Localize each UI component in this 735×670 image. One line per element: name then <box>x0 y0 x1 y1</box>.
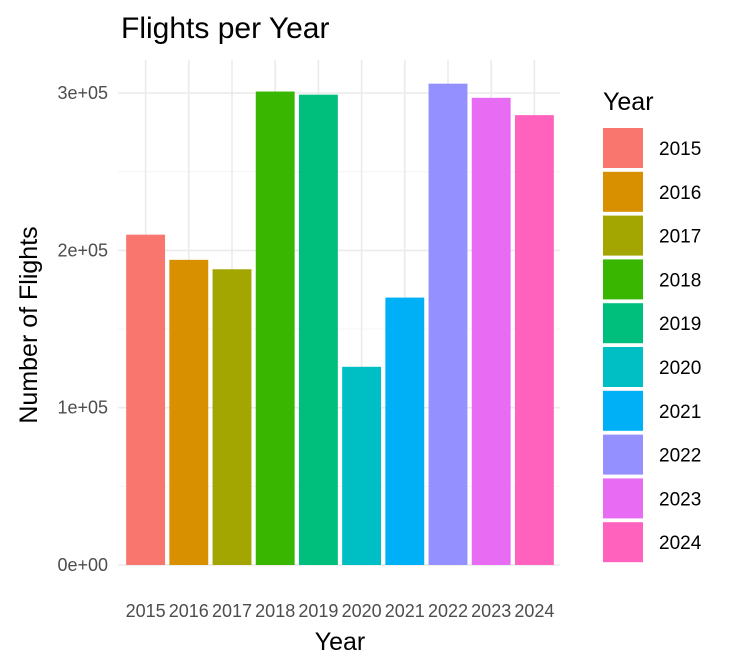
bars <box>126 83 554 566</box>
x-tick-label: 2018 <box>255 601 295 621</box>
y-tick-label: 2e+05 <box>57 240 108 260</box>
legend-label-2016: 2016 <box>659 183 701 204</box>
legend-swatch-2022 <box>603 434 643 475</box>
chart-title: Flights per Year <box>121 12 329 45</box>
bar-2015 <box>126 234 166 566</box>
legend-label-2019: 2019 <box>659 314 701 335</box>
x-tick-label: 2016 <box>169 601 209 621</box>
legend-swatch-2020 <box>603 347 643 387</box>
x-axis-title: Year <box>315 628 366 656</box>
bar-2024 <box>514 115 554 565</box>
bar-2022 <box>428 83 468 566</box>
bar-2019 <box>298 94 338 565</box>
bar-2021 <box>385 297 425 565</box>
legend-swatch-2018 <box>603 259 643 300</box>
x-tick-label: 2019 <box>298 601 338 621</box>
legend-label-2020: 2020 <box>659 358 701 379</box>
legend-swatch-2019 <box>603 303 643 344</box>
bar-2016 <box>169 259 209 565</box>
legend-label-2015: 2015 <box>659 139 701 160</box>
x-tick-label: 2023 <box>471 601 511 621</box>
x-axis-ticks: 2015 2016 2017 2018 2019 2020 2021 2022 2023 2024 <box>126 601 555 621</box>
legend-swatch-2021 <box>603 390 643 431</box>
x-tick-label: 2015 <box>126 601 166 621</box>
legend-label-2024: 2024 <box>659 533 702 554</box>
legend-swatch-2016 <box>603 171 643 212</box>
y-tick-label: 1e+05 <box>57 398 108 418</box>
bar-2023 <box>471 97 511 565</box>
legend-swatch-2024 <box>603 522 643 563</box>
legend: Year 2015 2016 2017 2018 2019 2020 2021 2022 202… <box>603 88 702 563</box>
x-tick-label: 2022 <box>428 601 468 621</box>
legend-swatch-2017 <box>603 215 643 256</box>
bar-2017 <box>212 269 252 565</box>
legend-label-2017: 2017 <box>659 227 701 248</box>
legend-label-2022: 2022 <box>659 446 701 467</box>
y-axis-title: Number of Flights <box>15 226 43 423</box>
x-tick-label: 2024 <box>514 601 554 621</box>
x-tick-label: 2021 <box>385 601 425 621</box>
bar-2018 <box>255 91 295 565</box>
legend-swatch-2015 <box>603 128 643 168</box>
legend-swatch-2023 <box>603 478 643 519</box>
y-tick-label: 3e+05 <box>57 83 108 103</box>
bar-2020 <box>342 366 382 565</box>
legend-label-2018: 2018 <box>659 270 701 291</box>
y-axis-ticks: 0e+00 1e+05 2e+05 3e+05 <box>57 83 108 575</box>
legend-title: Year <box>603 88 654 116</box>
y-tick-label: 0e+00 <box>57 555 108 575</box>
legend-label-2021: 2021 <box>659 402 701 423</box>
legend-label-2023: 2023 <box>659 489 701 510</box>
x-tick-label: 2017 <box>212 601 252 621</box>
x-tick-label: 2020 <box>342 601 382 621</box>
